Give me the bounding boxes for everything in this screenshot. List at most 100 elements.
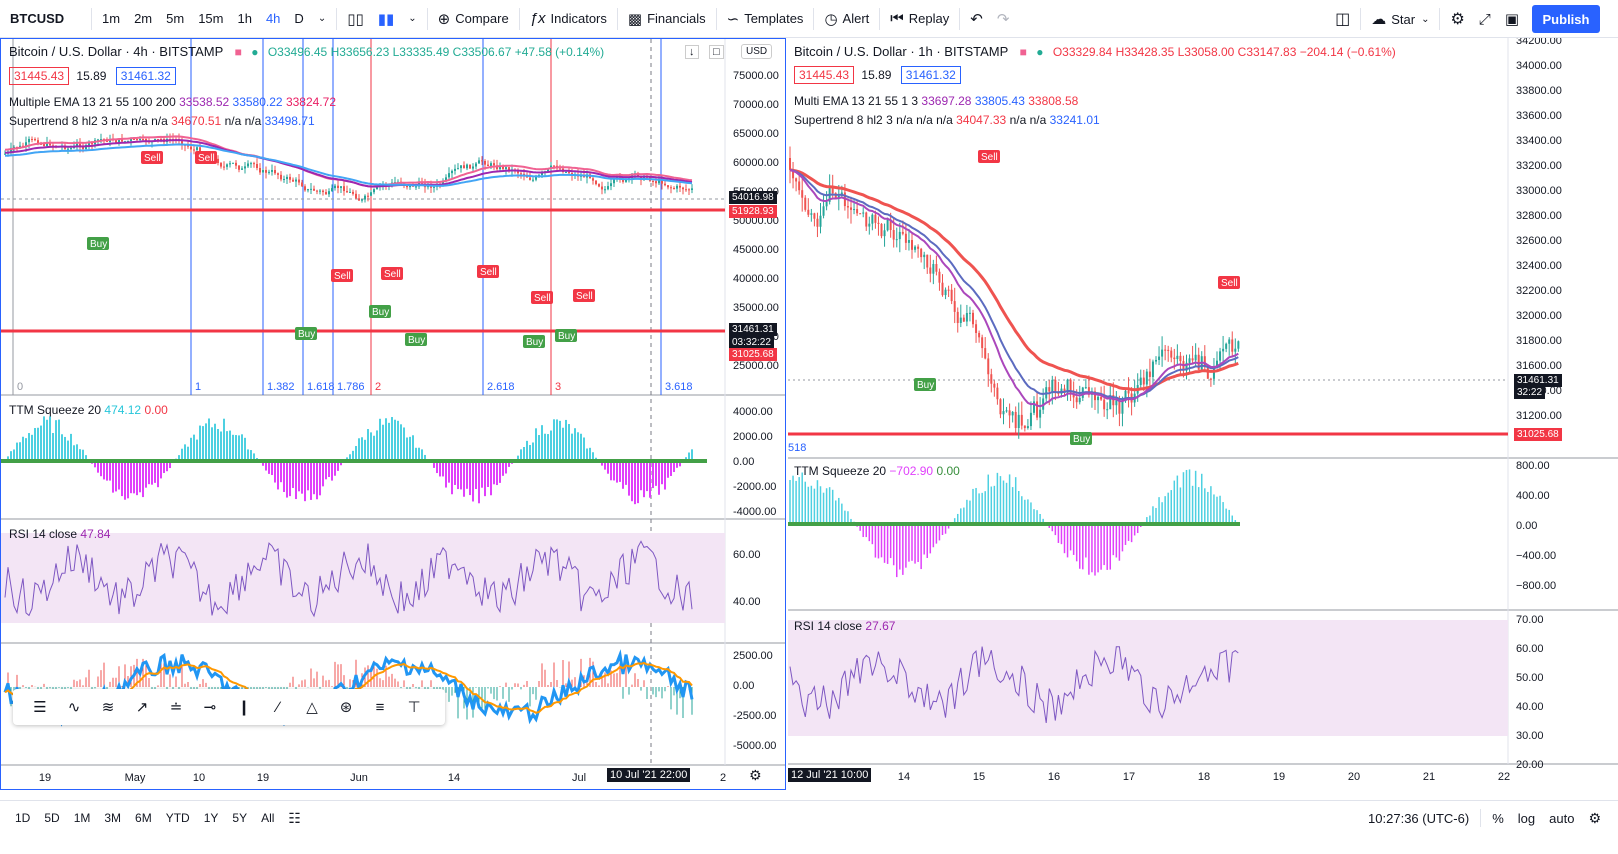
time-tick: 19 xyxy=(39,772,51,784)
replay-button[interactable]: ⏮ Replay xyxy=(883,0,956,38)
right-st-v3: 33241.01 xyxy=(1049,113,1100,127)
drawing-floating-toolbar[interactable]: ☰ ∿ ≋ ↗ ≐ ⊸ ❙ ∕ △ ⊛ ≡ ⊤ xyxy=(13,689,445,725)
interval-1h[interactable]: 1h xyxy=(237,11,252,26)
time-tick: 15 xyxy=(973,771,985,783)
price-tick: 34000.00 xyxy=(1516,60,1562,72)
gann-tool-icon[interactable]: ⊛ xyxy=(339,699,353,716)
candle-body xyxy=(670,187,672,189)
candle-body xyxy=(547,168,549,172)
candle-body xyxy=(789,158,791,170)
left-rsi-title: RSI 14 close xyxy=(9,527,78,541)
pattern-tool-icon[interactable]: △ xyxy=(306,699,318,716)
star-button[interactable]: ☁ Star ⌄ xyxy=(1364,0,1436,38)
range-3m[interactable]: 3M xyxy=(104,811,122,825)
channel-tool-icon[interactable]: ≐ xyxy=(169,699,183,716)
right-supertrend-legend[interactable]: Supertrend 8 hl2 3 n/a n/a n/a 34047.33 … xyxy=(794,113,1100,127)
layout-button[interactable]: ◫ xyxy=(1328,0,1357,38)
lines-tool-icon[interactable]: ☰ xyxy=(33,699,47,716)
undo-button[interactable]: ↶ xyxy=(963,0,990,38)
interval-1m[interactable]: 1m xyxy=(102,11,121,26)
abc-tool-icon[interactable]: ≋ xyxy=(101,699,115,716)
candle-body xyxy=(43,144,45,147)
right-chart-canvas[interactable]: 34200.00 34000.00 33800.00 33600.00 33400.00… xyxy=(788,38,1618,790)
candle-body xyxy=(337,185,339,188)
financials-button[interactable]: ▩ Financials xyxy=(621,0,713,38)
buy-label: Buy xyxy=(90,239,107,250)
interval-4h[interactable]: 4h xyxy=(265,11,281,26)
settings-button[interactable]: ⚙ xyxy=(1443,0,1471,38)
auto-scale-toggle[interactable]: auto xyxy=(1549,810,1575,826)
chart-pane-left[interactable]: 75000.0070000.0065000.0060000.0055000.00… xyxy=(0,38,786,790)
log-scale-toggle[interactable]: log xyxy=(1517,810,1536,826)
candle-body xyxy=(76,143,78,146)
interval-2m[interactable]: 2m xyxy=(134,11,153,26)
interval-d[interactable]: D xyxy=(294,11,304,26)
left-ask-button[interactable]: 31461.32 xyxy=(115,67,176,85)
left-countdown-tag: 03:32:22 xyxy=(729,336,774,349)
right-ema-legend[interactable]: Multi EMA 13 21 55 1 3 33697.28 33805.43… xyxy=(794,94,1078,108)
candle-body xyxy=(472,166,474,169)
fib-tool-icon[interactable]: ≡ xyxy=(375,698,385,716)
range-6m[interactable]: 6M xyxy=(135,811,152,825)
goto-date-button[interactable]: ☷ xyxy=(281,805,308,831)
horizontal-ray-icon[interactable]: ⊸ xyxy=(203,699,217,716)
left-symbol-title[interactable]: Bitcoin / U.S. Dollar · 4h · BITSTAMP xyxy=(9,44,224,59)
candle-body xyxy=(1026,426,1029,428)
candle-body xyxy=(355,193,357,199)
redo-button[interactable]: ↷ xyxy=(990,0,1017,38)
interval-5m[interactable]: 5m xyxy=(166,11,185,26)
ray-tool-icon[interactable]: ∕ xyxy=(276,698,280,716)
range-5d[interactable]: 5D xyxy=(44,811,60,825)
fullscreen-button[interactable]: ⤢ xyxy=(1472,0,1498,38)
templates-label: Templates xyxy=(744,11,804,26)
left-rsi-legend[interactable]: RSI 14 close 47.84 xyxy=(9,527,110,541)
candle-body xyxy=(972,312,974,325)
left-currency-select[interactable]: USD xyxy=(741,44,773,59)
alert-button[interactable]: ◷ Alert xyxy=(817,0,876,38)
templates-button[interactable]: ∽ Templates xyxy=(720,0,811,38)
interval-dropdown-chevron-icon[interactable]: ⌄ xyxy=(317,13,327,24)
right-bid-button[interactable]: 31445.43 xyxy=(794,66,855,84)
left-axis-settings-gear-icon[interactable]: ⚙ xyxy=(749,767,762,783)
left-collapse-icon[interactable]: ↓ xyxy=(685,45,699,59)
candle-style-icon[interactable]: ▮▮ xyxy=(377,10,395,28)
compare-button[interactable]: ⊕ Compare xyxy=(431,0,516,38)
vertical-lines-icon[interactable]: ❙ xyxy=(237,699,251,716)
left-supertrend-legend[interactable]: Supertrend 8 hl2 3 n/a n/a n/a 34670.51 … xyxy=(9,114,315,128)
trend-line-icon[interactable]: ↗ xyxy=(135,699,149,716)
candle-body xyxy=(592,178,594,181)
percent-scale-toggle[interactable]: % xyxy=(1492,810,1504,826)
wave-tool-icon[interactable]: ∿ xyxy=(67,699,81,716)
left-bid-button[interactable]: 31445.43 xyxy=(9,67,70,85)
left-st-na: n/a n/a n/a xyxy=(111,114,168,128)
measure-tool-icon[interactable]: ⊤ xyxy=(407,699,421,716)
range-ytd[interactable]: YTD xyxy=(165,811,190,825)
price-tick: 31200.00 xyxy=(1516,410,1562,422)
left-ttm-legend[interactable]: TTM Squeeze 20 474.12 0.00 xyxy=(9,403,168,417)
chart-style-chevron-icon[interactable]: ⌄ xyxy=(408,13,417,24)
publish-button[interactable]: Publish xyxy=(1532,5,1600,33)
range-1y[interactable]: 1Y xyxy=(203,811,219,825)
candle-body xyxy=(286,176,288,180)
left-maximize-icon[interactable]: □ xyxy=(709,45,724,59)
left-ema-legend[interactable]: Multiple EMA 13 21 55 100 200 33538.52 3… xyxy=(9,95,336,109)
ema-line xyxy=(789,168,1239,401)
snapshot-button[interactable]: ▣ xyxy=(1498,0,1526,38)
symbol-search[interactable]: BTCUSD xyxy=(10,11,65,26)
range-1m[interactable]: 1M xyxy=(73,811,91,825)
right-symbol-title[interactable]: Bitcoin / U.S. Dollar · 1h · BITSTAMP xyxy=(794,44,1009,59)
right-rsi-legend[interactable]: RSI 14 close 27.67 xyxy=(794,619,895,633)
bar-style-icon[interactable]: ▯▯ xyxy=(347,10,364,28)
right-ask-button[interactable]: 31461.32 xyxy=(900,66,961,84)
chart-pane-right[interactable]: 34200.00 34000.00 33800.00 33600.00 33400.00… xyxy=(788,38,1618,790)
range-5y[interactable]: 5Y xyxy=(232,811,248,825)
range-all[interactable]: All xyxy=(261,811,275,825)
interval-15m[interactable]: 15m xyxy=(198,11,224,26)
right-ttm-legend[interactable]: TTM Squeeze 20 −702.90 0.00 xyxy=(794,464,960,478)
scale-settings-gear-icon[interactable]: ⚙ xyxy=(1588,809,1601,826)
indicators-button[interactable]: ƒx Indicators xyxy=(523,0,614,38)
range-1d[interactable]: 1D xyxy=(15,811,31,825)
candle-body xyxy=(889,219,892,231)
clock-timezone[interactable]: 10:27:36 (UTC-6) xyxy=(1368,810,1470,826)
candle-body xyxy=(91,142,93,145)
